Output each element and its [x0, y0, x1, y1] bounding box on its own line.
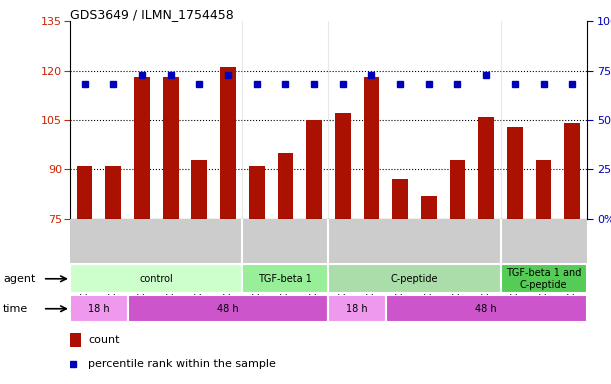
Text: agent: agent [3, 274, 35, 284]
Bar [329, 295, 386, 322]
Bar [249, 166, 265, 219]
Bar [565, 123, 580, 219]
Bar [392, 179, 408, 219]
Bar [536, 160, 551, 219]
Bar [220, 67, 236, 219]
Bar [335, 113, 351, 219]
Bar [70, 295, 128, 322]
Bar [386, 295, 587, 322]
Text: 18 h: 18 h [88, 304, 110, 314]
Bar [243, 265, 328, 293]
Text: count: count [89, 335, 120, 345]
Text: 18 h: 18 h [346, 304, 368, 314]
Bar [134, 77, 150, 219]
Bar [70, 333, 81, 347]
Bar [306, 120, 322, 219]
Bar [191, 160, 207, 219]
Text: C-peptide: C-peptide [390, 274, 438, 284]
Text: GDS3649 / ILMN_1754458: GDS3649 / ILMN_1754458 [70, 8, 234, 22]
Bar [77, 166, 92, 219]
Text: TGF-beta 1: TGF-beta 1 [258, 274, 312, 284]
Text: percentile rank within the sample: percentile rank within the sample [89, 359, 276, 369]
Bar [507, 127, 523, 219]
Bar [128, 295, 329, 322]
Text: TGF-beta 1 and
C-peptide: TGF-beta 1 and C-peptide [506, 268, 581, 290]
Text: time: time [3, 304, 28, 314]
Text: control: control [139, 274, 173, 284]
Text: 48 h: 48 h [475, 304, 497, 314]
Bar [163, 77, 178, 219]
Bar [478, 117, 494, 219]
Bar [106, 166, 121, 219]
Bar [450, 160, 466, 219]
Bar [421, 196, 437, 219]
Text: 48 h: 48 h [217, 304, 239, 314]
Bar [277, 153, 293, 219]
Bar [329, 265, 500, 293]
Bar [364, 77, 379, 219]
Bar [500, 265, 587, 293]
Bar [70, 265, 243, 293]
